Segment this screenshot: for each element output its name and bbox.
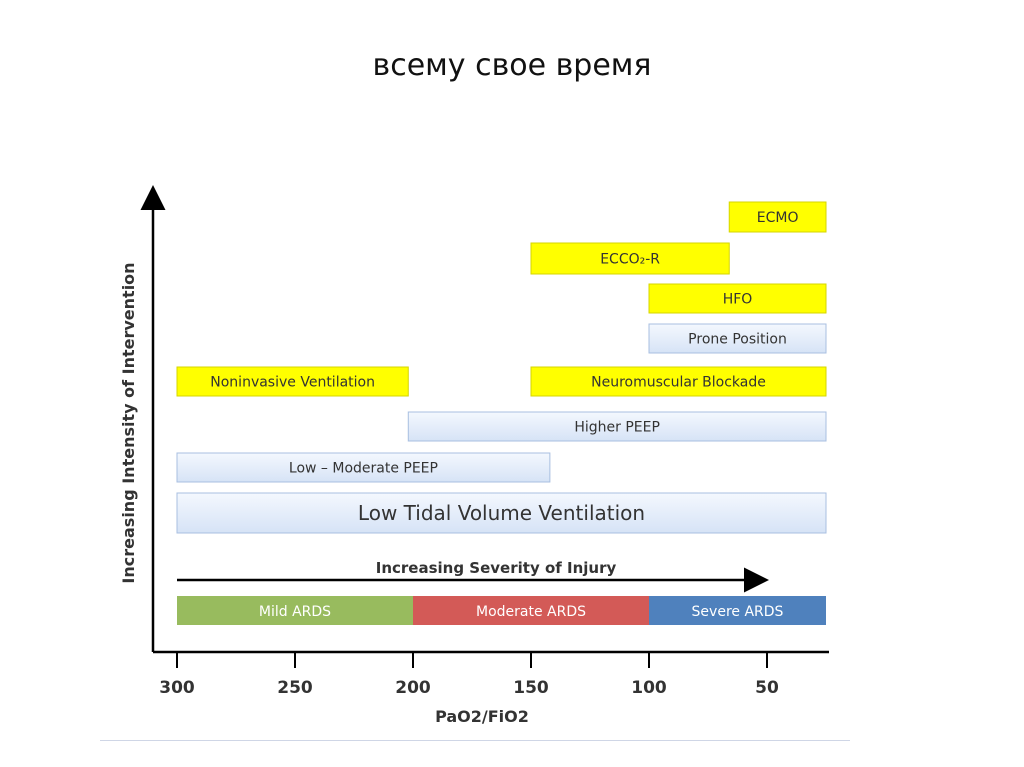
intervention-label: Prone Position — [688, 332, 787, 348]
x-ticks-group: 300 250 200 150 100 50 — [159, 652, 779, 698]
intervention-label: Higher PEEP — [574, 420, 660, 436]
intervention-label: Neuromuscular Blockade — [591, 375, 766, 391]
footer-divider — [100, 740, 850, 741]
intervention-label: Noninvasive Ventilation — [210, 375, 375, 391]
intervention-bar-ecco-r — [530, 242, 730, 275]
severity-band-mild-ards — [177, 596, 413, 625]
severity-band-label: Mild ARDS — [259, 604, 331, 620]
severity-band-label: Moderate ARDS — [476, 604, 586, 620]
intervention-bar-ecmo — [728, 201, 827, 233]
severity-band-label: Severe ARDS — [692, 604, 784, 620]
intervention-bars-group: Low Tidal Volume Ventilation Low – Modera… — [176, 201, 827, 534]
x-axis-label: PaO2/FiO2 — [435, 707, 529, 726]
y-axis-label: Increasing Intensity of Intervention — [119, 262, 138, 583]
intervention-bar-higher-peep — [407, 411, 827, 442]
x-tick-label: 50 — [755, 678, 779, 698]
x-tick-label: 150 — [513, 678, 549, 698]
slide-title: всему свое время — [372, 48, 652, 83]
severity-band-severe-ards — [649, 596, 826, 625]
severity-band-moderate-ards — [413, 596, 649, 625]
intervention-bar-noninvasive-ventilation — [176, 366, 409, 397]
intervention-bar-low-tidal-volume-ventilation — [176, 492, 827, 534]
intervention-bar-hfo — [648, 283, 827, 314]
intervention-label: Low – Moderate PEEP — [289, 461, 438, 477]
intervention-label: HFO — [723, 292, 753, 308]
intervention-label: Low Tidal Volume Ventilation — [358, 501, 645, 525]
severity-bands-group: Mild ARDS Moderate ARDS Severe ARDS — [177, 596, 826, 625]
x-tick-label: 250 — [277, 678, 313, 698]
intervention-label: ECMO — [757, 210, 799, 226]
intervention-bar-neuromuscular-blockade — [530, 366, 827, 397]
x-tick-label: 300 — [159, 678, 195, 698]
x-tick-label: 200 — [395, 678, 431, 698]
x-tick-label: 100 — [631, 678, 667, 698]
severity-arrow-label: Increasing Severity of Injury — [376, 559, 617, 577]
intervention-bar-prone-position — [648, 323, 827, 354]
intervention-label: ECCO₂-R — [600, 252, 660, 268]
intervention-bar-low-moderate-peep — [176, 452, 551, 483]
